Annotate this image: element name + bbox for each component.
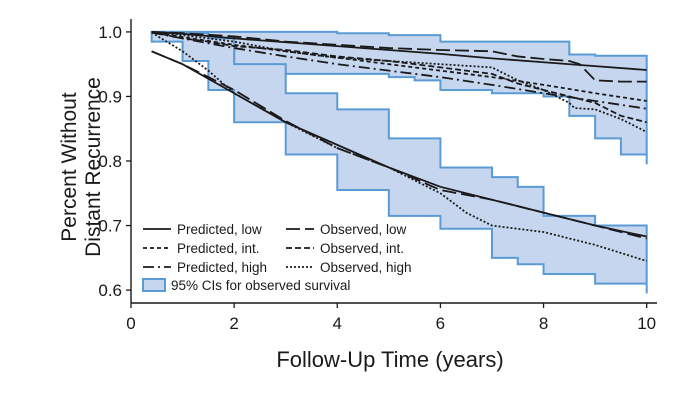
legend-label: Observed, low [320,222,407,237]
x-tick-label: 6 [436,314,445,333]
y-tick-label: 0.6 [98,281,122,300]
legend-label: Observed, high [320,260,412,275]
ci-band-2 [150,30,648,294]
series-lines [151,31,648,262]
x-tick-label: 0 [126,314,135,333]
legend-label: Predicted, high [177,260,267,275]
x-tick-label: 10 [637,314,656,333]
tick-labels: 0 2 4 6 8 10 0.6 0.7 0.8 0.9 1.0 [98,23,656,333]
y-axis-label-line1: Percent Without [58,92,81,242]
x-tick-label: 2 [229,314,238,333]
ci-bands [150,30,648,294]
legend-label: 95% CIs for observed survival [171,278,350,293]
series-line-6 [151,31,648,133]
x-tick-label: 4 [333,314,342,333]
y-tick-label: 0.9 [98,87,122,106]
series-line-5 [151,31,647,124]
y-tick-label: 0.8 [98,152,122,171]
series-line-4 [151,31,647,83]
x-tick-label: 8 [539,314,548,333]
series-line-8 [151,50,647,240]
y-axis-label-line2: Distant Recurrence [82,77,105,257]
series-line-9 [151,31,647,262]
y-tick-label: 0.7 [98,217,122,236]
axes [126,19,657,308]
series-line-3 [151,31,647,110]
x-axis-label: Follow-Up Time (years) [276,347,503,372]
legend-ci-swatch [142,278,166,292]
legend-label: Observed, int. [320,241,404,256]
series-line-1 [151,31,647,71]
y-tick-label: 1.0 [98,23,122,42]
legend-label: Predicted, low [177,222,262,237]
legend: Predicted, low Predicted, int. Predicted, … [142,222,412,293]
legend-label: Predicted, int. [177,241,260,256]
